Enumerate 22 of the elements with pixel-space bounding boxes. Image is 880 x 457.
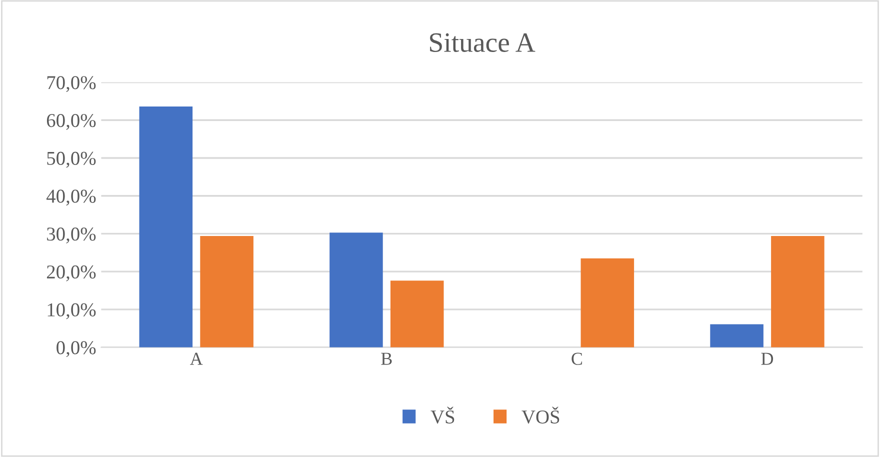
legend-label: VŠ bbox=[430, 406, 454, 424]
y-tick-label: 30,0% bbox=[47, 228, 96, 244]
x-tick-label: D bbox=[761, 352, 774, 365]
chart-title: Situace A bbox=[430, 33, 536, 52]
y-tick-label: 10,0% bbox=[48, 303, 96, 320]
bar bbox=[390, 280, 444, 348]
bar bbox=[139, 106, 193, 348]
x-tick-label: A bbox=[190, 352, 203, 365]
y-tick-label: 40,0% bbox=[46, 190, 96, 206]
y-tick-label: 70,0% bbox=[47, 76, 96, 92]
bar bbox=[200, 236, 254, 348]
bar bbox=[580, 258, 634, 348]
bar bbox=[710, 324, 764, 348]
y-tick-label: 0,0% bbox=[56, 341, 96, 358]
y-tick-label: 50,0% bbox=[47, 152, 96, 168]
legend-label: VOŠ bbox=[522, 406, 560, 424]
bar bbox=[771, 236, 824, 348]
y-tick-label: 60,0% bbox=[46, 114, 96, 130]
x-tick-label: C bbox=[572, 352, 582, 365]
y-tick-label: 20,0% bbox=[46, 265, 96, 282]
x-tick-label: B bbox=[381, 352, 392, 365]
bar bbox=[330, 232, 383, 348]
